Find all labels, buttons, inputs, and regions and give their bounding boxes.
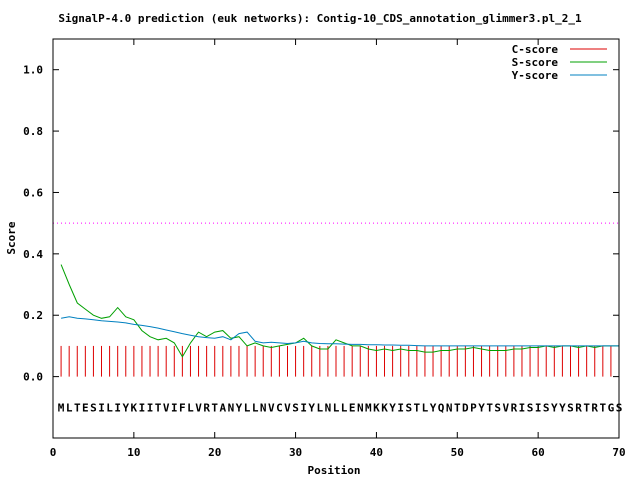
sequence-residue-39: M — [365, 401, 372, 414]
sequence-residue-55: S — [494, 401, 501, 414]
sequence-residue-51: D — [462, 401, 469, 414]
y-tick-label-5: 1.0 — [23, 64, 43, 77]
sequence-residue-8: I — [114, 401, 121, 414]
sequence-residue-61: S — [543, 401, 550, 414]
sequence-residue-50: T — [454, 401, 461, 414]
sequence-residue-57: R — [511, 401, 518, 414]
sequence-residue-64: S — [567, 401, 574, 414]
sequence-residue-21: A — [219, 401, 226, 414]
x-tick-label-3: 30 — [289, 446, 302, 459]
sequence-residue-16: F — [179, 401, 186, 414]
x-tick-label-5: 50 — [451, 446, 464, 459]
x-tick-label-7: 70 — [612, 446, 625, 459]
sequence-residue-40: K — [373, 401, 380, 414]
sequence-residue-14: V — [163, 401, 170, 414]
sequence-residue-68: T — [600, 401, 607, 414]
sequence-residue-28: C — [276, 401, 283, 414]
sequence-residue-12: I — [147, 401, 154, 414]
sequence-residue-56: V — [502, 401, 509, 414]
y-tick-label-0: 0.0 — [23, 371, 43, 384]
y-axis-label: Score — [5, 221, 18, 254]
sequence-residue-29: V — [284, 401, 291, 414]
sequence-residue-4: E — [82, 401, 89, 414]
sequence-residue-41: K — [381, 401, 388, 414]
sequence-residue-1: M — [58, 401, 65, 414]
sequence-residue-60: I — [535, 401, 542, 414]
sequence-residue-63: Y — [559, 401, 566, 414]
y-tick-label-2: 0.4 — [23, 248, 43, 261]
sequence-residue-26: N — [260, 401, 267, 414]
sequence-residue-22: N — [228, 401, 235, 414]
x-axis-label: Position — [308, 464, 361, 477]
sequence-residue-33: L — [317, 401, 324, 414]
legend-label-c-score: C-score — [512, 43, 559, 56]
sequence-residue-23: Y — [236, 401, 243, 414]
sequence-residue-15: I — [171, 401, 178, 414]
x-tick-label-4: 40 — [370, 446, 383, 459]
sequence-residue-31: I — [300, 401, 307, 414]
sequence-residue-36: L — [341, 401, 348, 414]
plot-area: 0.00.20.40.60.81.00 10 20 30 40 50 60 70M L T E S I L… — [23, 39, 626, 459]
x-tick-label-0: 0 — [50, 446, 57, 459]
y-tick-label-4: 0.8 — [23, 125, 43, 138]
s-score-line — [60, 264, 619, 358]
sequence-residue-69: G — [608, 401, 615, 414]
sequence-residue-30: S — [292, 401, 299, 414]
sequence-residue-67: R — [591, 401, 598, 414]
chart-title: SignalP-4.0 prediction (euk networks): C… — [58, 12, 582, 25]
sequence-residue-20: T — [211, 401, 218, 414]
sequence-residue-9: Y — [122, 401, 129, 414]
sequence-residue-47: Y — [430, 401, 437, 414]
sequence-residue-37: E — [349, 401, 356, 414]
sequence-residue-19: R — [203, 401, 210, 414]
sequence-residue-3: T — [74, 401, 81, 414]
sequence-residue-48: Q — [438, 401, 445, 414]
sequence-residue-38: N — [357, 401, 364, 414]
sequence-residue-24: L — [244, 401, 251, 414]
sequence-residue-62: Y — [551, 401, 558, 414]
sequence-residue-34: N — [325, 401, 332, 414]
y-tick-label-3: 0.6 — [23, 186, 43, 199]
y-tick-label-1: 0.2 — [23, 309, 43, 322]
sequence-residue-25: L — [252, 401, 259, 414]
sequence-residue-45: T — [414, 401, 421, 414]
sequence-residue-35: L — [333, 401, 340, 414]
sequence-residue-44: S — [405, 401, 412, 414]
sequence-residue-58: I — [519, 401, 526, 414]
sequence-residue-11: I — [139, 401, 146, 414]
sequence-residue-27: V — [268, 401, 275, 414]
legend-label-y-score: Y-score — [512, 69, 559, 82]
x-tick-label-6: 60 — [532, 446, 545, 459]
sequence-residue-18: V — [195, 401, 202, 414]
sequence-residue-10: K — [131, 401, 138, 414]
x-tick-label-1: 10 — [127, 446, 140, 459]
sequence-residue-42: Y — [389, 401, 396, 414]
plot-frame — [52, 38, 620, 439]
sequence-residue-54: T — [486, 401, 493, 414]
sequence-residue-6: I — [98, 401, 105, 414]
sequence-residue-32: Y — [308, 401, 315, 414]
x-tick-label-2: 20 — [208, 446, 221, 459]
y-score-line — [61, 316, 619, 347]
sequence-residue-7: L — [106, 401, 113, 414]
sequence-residue-46: L — [422, 401, 429, 414]
sequence-residue-17: L — [187, 401, 194, 414]
sequence-residue-66: T — [583, 401, 590, 414]
sequence-residue-49: N — [446, 401, 453, 414]
sequence-residue-59: S — [527, 401, 534, 414]
sequence-residue-52: P — [470, 401, 477, 414]
sequence-residue-13: T — [155, 401, 162, 414]
sequence-residue-65: R — [575, 401, 582, 414]
sequence-residue-5: S — [90, 401, 97, 414]
sequence-residue-43: I — [397, 401, 404, 414]
sequence-residue-2: L — [66, 401, 73, 414]
legend-label-s-score: S-score — [512, 56, 559, 69]
sequence-residue-53: Y — [478, 401, 485, 414]
